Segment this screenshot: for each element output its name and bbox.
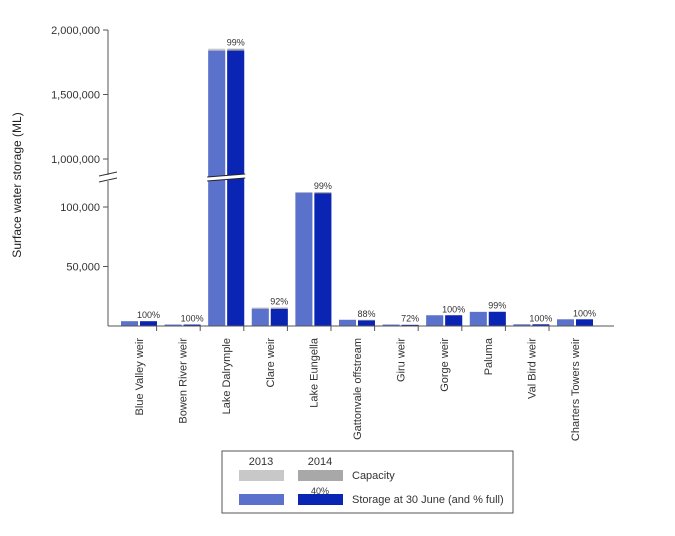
storage-bar-2013 [339,319,356,326]
bar-break-gap [207,174,246,181]
category-label: Paluma [483,337,495,375]
legend-year-2013: 2013 [249,456,273,468]
storage-bar-2013 [208,50,226,326]
storage-bar-2013 [513,324,531,326]
legend-storage-2013-swatch [239,494,284,505]
category-label: Clare weir [265,338,277,388]
storage-bar-2013 [295,192,313,326]
storage-bar-2014 [227,50,245,326]
category-label: Charters Towers weir [570,338,582,441]
storage-bar-2014 [576,319,593,326]
storage-bar-2014 [401,324,419,326]
category-label: Lake Eungella [308,337,320,408]
storage-bar-2014 [270,308,288,326]
storage-bar-2013 [251,308,269,326]
y-tick-label: 1,500,000 [51,90,100,102]
percent-label: 100% [529,313,552,323]
percent-label: 99% [488,301,506,311]
y-tick-label: 2,000,000 [51,25,100,37]
category-label: Lake Dalrymple [221,338,233,414]
percent-label: 99% [227,38,245,48]
axis-break-mark [98,177,118,183]
axis-break-mark [98,171,118,177]
bars: 100% 100% 99% 92% 99% 88% 72% 100% 99% 100% 100% [121,38,596,326]
y-tick-label: 50,000 [66,262,100,274]
percent-label: 88% [357,309,375,319]
legend: 2013 2014 Capacity 40% Storage at 30 Jun… [221,450,514,514]
legend-year-2014: 2014 [308,456,332,468]
percent-label: 99% [314,181,332,191]
storage-bar-2013 [382,324,400,326]
category-label: Gattonvale offstream [352,338,364,440]
storage-bar-2013 [121,321,138,326]
storage-bar-2013 [426,315,444,326]
x-axis: Blue Valley weir Bowen River weir Lake Dal… [108,325,614,441]
percent-label: 100% [442,304,465,314]
storage-bar-2013 [469,311,487,326]
legend-capacity-2013-swatch [239,470,284,481]
legend-capacity-label: Capacity [352,470,395,482]
storage-bar-2013 [557,319,574,326]
percent-label: 100% [137,310,160,320]
category-label: Gorge weir [439,338,451,392]
storage-bar-2014 [314,193,332,326]
y-tick-label: 1,000,000 [51,154,100,166]
legend-storage-label: Storage at 30 June (and % full) [352,494,504,506]
storage-bar-2014 [358,320,375,326]
percent-label: 72% [401,314,419,324]
y-tick-label: 100,000 [60,202,100,214]
category-label: Bowen River weir [178,338,190,424]
category-label: Val Bird weir [526,338,538,399]
y-axis: 50,000 100,000 1,000,000 1,500,000 2,000,000 [51,25,118,326]
category-label: Blue Valley weir [134,338,146,416]
storage-bar-2014 [445,315,463,326]
storage-bar-2014 [183,324,201,326]
percent-label: 100% [181,314,204,324]
y-axis-title: Surface water storage (ML) [10,112,24,257]
legend-capacity-2014-swatch [298,470,343,481]
legend-sample-percent: 40% [311,486,329,496]
percent-label: 100% [573,308,596,318]
bar-break-line [207,177,246,182]
storage-bar-2014 [532,324,550,326]
storage-bar-2014 [488,311,506,326]
bar-break-line [207,173,246,178]
percent-label: 92% [270,297,288,307]
storage-bar-2014 [140,321,157,326]
category-label: Giru weir [396,338,408,382]
storage-bar-2013 [164,324,182,326]
legend-storage-2014-swatch [298,494,343,505]
